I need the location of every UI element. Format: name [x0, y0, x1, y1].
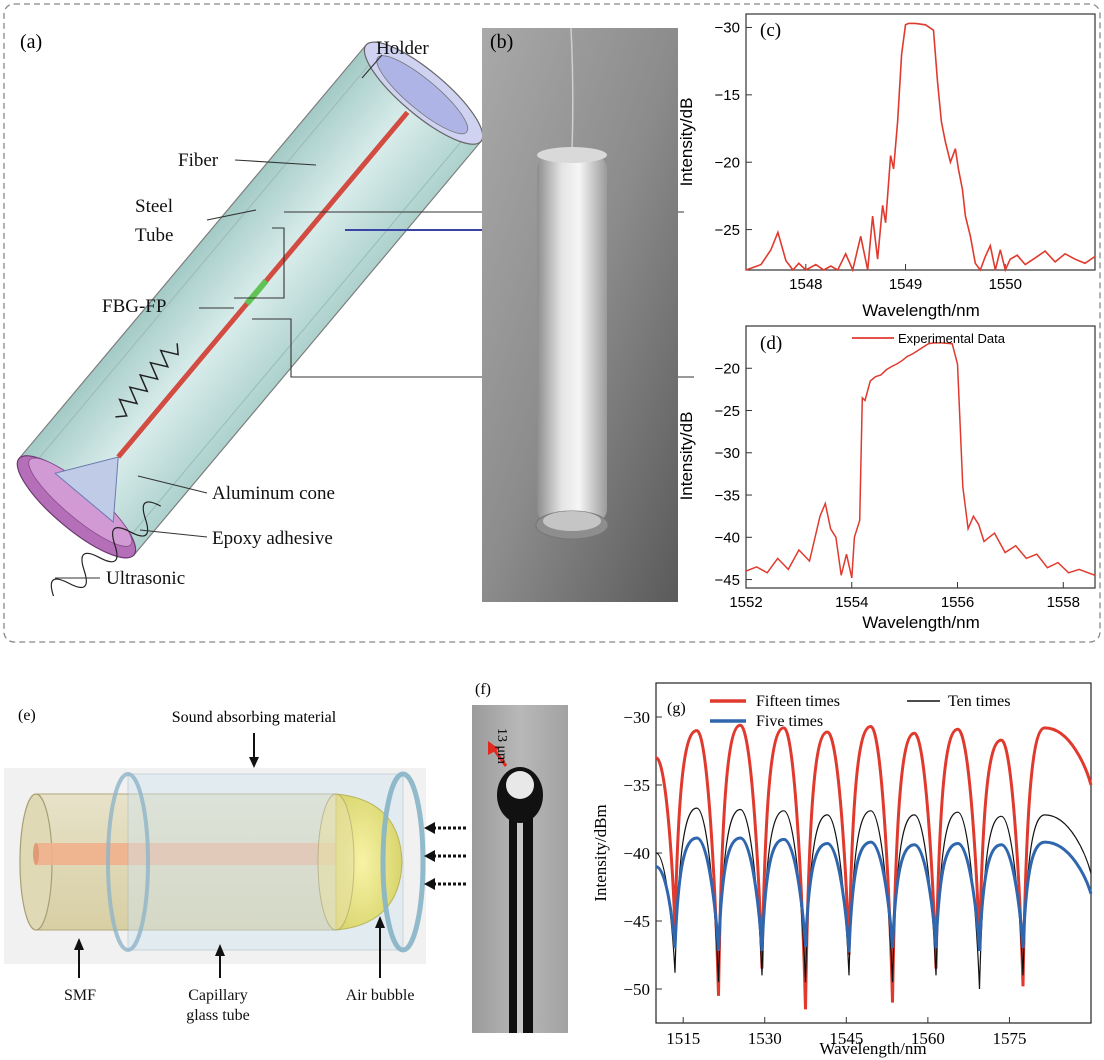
plot-d-ytick-label: −45	[715, 572, 740, 589]
aluminum-cone	[53, 456, 119, 524]
incoming-arrows	[434, 826, 466, 886]
panel-d-label: (d)	[760, 333, 782, 354]
plot-d-frame	[745, 325, 1096, 589]
panel-b-label: (b)	[490, 31, 513, 53]
plot-c-series	[745, 22, 1096, 273]
holder-label: Holder	[376, 38, 429, 59]
plot-g-xtick-label: 1545	[829, 1029, 863, 1048]
plot-d-ytick-label: −25	[715, 403, 740, 420]
plot-g-legend: Fifteen times Ten times Five times	[710, 693, 1010, 730]
plot-g-ytick-label: −45	[623, 912, 650, 931]
plot-d-ytick-label: −35	[715, 487, 740, 504]
panel-c: 1548 1549 1550 −30 −15 −20 −25 (c) Wavelength/…	[677, 13, 1096, 320]
plot-c-ytick-label: −20	[715, 154, 740, 171]
plot-g-xtick-label: 1560	[911, 1029, 945, 1048]
legend-label-ten: Ten times	[948, 693, 1010, 710]
plot-d-xtick-label: 1556	[941, 594, 974, 611]
plot-g-ytick-label: −50	[623, 980, 650, 999]
panel-f: (f) 13 μm	[472, 681, 568, 1033]
plot-g-ytick-label: −40	[623, 844, 650, 863]
sound-absorbing-label: Sound absorbing material	[172, 709, 337, 726]
epoxy-label: Epoxy adhesive	[212, 528, 333, 549]
plot-d-ytick-label: −40	[715, 530, 740, 547]
spring-wave	[115, 343, 179, 418]
dashed-frame	[3, 3, 1101, 643]
fbg-fp-label: FBG-FP	[102, 296, 166, 317]
panel-d: 1552 1554 1556 1558 −20 −25 −30 −35 −40 −45 (d) E…	[677, 325, 1096, 632]
ultrasonic-label: Ultrasonic	[106, 568, 185, 589]
fbg-fp-segment	[244, 278, 269, 306]
panel-c-label: (c)	[760, 20, 781, 41]
plot-d-xtick-label: 1552	[729, 594, 762, 611]
plot-d-ytick-label: −20	[715, 361, 740, 378]
steel-label: Steel	[135, 196, 173, 217]
panel-a-label: (a)	[20, 31, 42, 53]
capillary-label-2: glass tube	[186, 1007, 250, 1024]
air-bubble-label: Air bubble	[346, 987, 415, 1004]
plot-c-ytick-label: −15	[715, 87, 740, 104]
plot-d-legend-label: Experimental Data	[898, 331, 1006, 346]
plot-c-ytick-label: −25	[715, 222, 740, 239]
plot-g-xtick-label: 1515	[666, 1029, 700, 1048]
fiber-label: Fiber	[178, 150, 219, 171]
capillary-label-1: Capillary	[188, 987, 248, 1004]
plot-d-series	[745, 342, 1096, 579]
panel-e: (e) Sound absorbing material	[4, 707, 466, 1024]
plot-g-ylabel: Intensity/dBm	[591, 804, 610, 901]
bubble-highlight	[506, 771, 534, 799]
smf-label: SMF	[64, 987, 96, 1004]
plot-g-ytick-label: −30	[623, 708, 650, 727]
plot-c-ylabel: Intensity/dB	[677, 98, 696, 187]
panel-g: 1515 1530 1545 1560 1575−30−35−40−45−50 (g) …	[591, 682, 1093, 1058]
legend-label-fifteen: Fifteen times	[756, 693, 840, 710]
sensor-rod	[537, 155, 607, 523]
plot-g-xlabel: Wavelength/nm	[819, 1039, 926, 1058]
plot-c-xtick-label: 1550	[989, 276, 1022, 293]
legend-label-five: Five times	[756, 713, 823, 730]
plot-g-ytick-label: −35	[623, 776, 650, 795]
scale-label: 13 μm	[494, 728, 509, 764]
plot-g-series-0	[654, 723, 1093, 1010]
panel-e-label: (e)	[18, 707, 36, 724]
plot-g: 1515 1530 1545 1560 1575 −30 −35 −40 −45 −50	[623, 708, 1093, 1048]
plot-c-xtick-label: 1548	[789, 276, 822, 293]
plot-d-xtick-label: 1558	[1047, 594, 1080, 611]
plot-g-xtick-label: 1575	[992, 1029, 1026, 1048]
fiber-core	[36, 843, 336, 865]
plot-g-xtick-label: 1530	[748, 1029, 782, 1048]
ultrasonic-wave	[50, 501, 162, 597]
aluminum-cone-label: Aluminum cone	[212, 483, 335, 504]
plot-c-xlabel: Wavelength/nm	[862, 301, 979, 320]
plot-c: 1548 1549 1550 −30 −15 −20 −25	[715, 20, 1096, 293]
plot-c-frame	[745, 13, 1096, 271]
panel-f-label: (f)	[475, 681, 491, 698]
panel-g-label: (g)	[667, 700, 686, 717]
plot-d-xtick-label: 1554	[835, 594, 868, 611]
plot-c-ytick-label: −30	[715, 20, 740, 37]
plot-c-xtick-label: 1549	[889, 276, 922, 293]
tube-label: Tube	[135, 225, 173, 246]
panel-a: (a)	[16, 31, 694, 597]
plot-g-series-2	[655, 836, 1093, 953]
plot-d-ylabel: Intensity/dB	[677, 412, 696, 501]
plot-d: 1552 1554 1556 1558 −20 −25 −30 −35 −40 −45	[715, 342, 1096, 611]
panel-b: (b)	[482, 27, 678, 602]
plot-d-ytick-label: −30	[715, 445, 740, 462]
plot-d-xlabel: Wavelength/nm	[862, 613, 979, 632]
